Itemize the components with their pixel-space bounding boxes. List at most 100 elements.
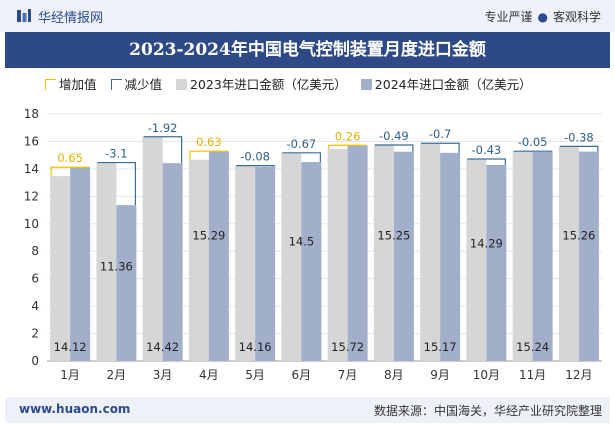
legend-label-increase: 增加值	[59, 77, 97, 92]
chart-title: 2023-2024年中国电气控制装置月度进口金额	[129, 40, 486, 60]
value-label: 15.29	[192, 228, 225, 242]
legend: 增加值 减少值 2023年进口金额（亿美元） 2024年进口金额（亿美元）	[45, 74, 542, 94]
bar-2023	[373, 145, 394, 361]
bar-2024	[255, 166, 276, 361]
y-tick-label: 0	[31, 354, 39, 368]
bar-2023	[50, 176, 71, 361]
value-label: 14.16	[239, 340, 272, 354]
legend-swatch-2024	[360, 79, 372, 90]
change-label: -0.7	[429, 127, 451, 141]
value-label: 14.5	[289, 235, 315, 249]
bar-2023	[466, 159, 487, 361]
x-tick-label: 1月	[60, 368, 80, 382]
legend-label-2024: 2024年进口金额（亿美元）	[374, 77, 532, 92]
y-tick-label: 16	[24, 134, 39, 148]
value-label: 14.12	[54, 340, 87, 354]
footer-site: www.huaon.com	[19, 402, 131, 416]
footer-bar: www.huaon.com 数据来源：中国海关，华经产业研究院整理	[5, 397, 610, 423]
value-label: 15.25	[377, 229, 410, 243]
bar-2024	[116, 205, 137, 361]
bar-2023	[327, 148, 348, 361]
legend-label-decrease: 减少值	[124, 77, 163, 92]
brand-name: 华经情报网	[38, 11, 104, 26]
legend-swatch-2023	[176, 79, 187, 90]
bar-2024	[393, 151, 414, 361]
y-tick-label: 6	[31, 272, 39, 286]
change-bracket	[97, 161, 136, 206]
value-label: 15.17	[424, 340, 457, 354]
change-label: 0.65	[57, 151, 83, 165]
bar-2023	[188, 159, 209, 361]
bar-chart: 0 2 4 6 8 10 12 14 16 18 0.65 14.12 1月 -3.1 11.36 2月 -1.…	[24, 107, 602, 382]
change-bracket	[328, 144, 367, 149]
legend-item-decrease: 减少值	[110, 74, 163, 93]
bar-2024	[440, 152, 461, 361]
legend-label-2023: 2023年进口金额（亿美元）	[190, 77, 347, 92]
value-label: 15.72	[331, 340, 364, 354]
change-label: 0.63	[196, 135, 222, 149]
tag-objective: 客观科学	[552, 10, 601, 24]
x-tick-label: 10月	[473, 368, 500, 382]
change-bracket	[559, 145, 599, 152]
y-tick-label: 4	[31, 299, 39, 313]
change-bracket	[189, 150, 228, 160]
tag-professional: 专业严谨	[484, 10, 533, 24]
y-tick-label: 8	[31, 244, 39, 258]
bar-2023	[281, 152, 302, 361]
title-bar: 2023-2024年中国电气控制装置月度进口金额	[5, 32, 610, 68]
x-tick-label: 5月	[245, 368, 265, 382]
change-bracket	[513, 150, 553, 152]
x-tick-label: 8月	[384, 368, 404, 382]
bar-2024	[208, 151, 229, 361]
bar-2024	[301, 162, 322, 361]
value-label: 15.26	[562, 229, 595, 243]
change-label: -1.92	[148, 121, 178, 135]
y-tick-label: 14	[24, 162, 39, 176]
bar-2023	[512, 151, 533, 361]
bar-2023	[235, 165, 256, 361]
footer-source: 数据来源：中国海关，华经产业研究院整理	[373, 404, 602, 418]
y-tick-label: 10	[24, 217, 39, 231]
x-tick-label: 2月	[107, 368, 127, 382]
x-tick-label: 6月	[292, 368, 312, 382]
bar-2023	[420, 143, 441, 361]
y-tick-label: 2	[31, 327, 39, 341]
change-label: -0.08	[240, 150, 270, 164]
bar-2024	[162, 163, 183, 361]
bar-2024	[532, 151, 553, 361]
value-label: 11.36	[100, 260, 133, 274]
bar-2023	[96, 162, 117, 361]
change-label: -0.05	[518, 135, 548, 149]
change-bracket	[50, 166, 90, 177]
legend-item-increase: 增加值	[45, 74, 97, 93]
bar-2024	[486, 164, 507, 361]
legend-swatch-increase	[45, 79, 56, 90]
logo-icon	[17, 9, 31, 22]
x-tick-label: 7月	[338, 368, 358, 382]
x-tick-label: 11月	[519, 368, 546, 382]
x-tick-label: 9月	[430, 368, 450, 382]
change-label: -0.38	[564, 130, 594, 144]
value-label: 14.42	[146, 340, 179, 354]
change-label: 0.26	[335, 129, 361, 143]
top-bar: 华经情报网 专业严谨 ● 客观科学	[0, 0, 615, 32]
y-tick-label: 12	[24, 189, 39, 203]
bar-2024	[70, 167, 91, 361]
change-bracket	[143, 136, 183, 164]
x-tick-label: 12月	[565, 368, 592, 382]
change-bracket	[467, 158, 506, 165]
dot-separator-icon: ●	[537, 10, 548, 24]
x-tick-label: 4月	[199, 368, 219, 382]
legend-item-2023: 2023年进口金额（亿美元）	[176, 74, 347, 93]
x-tick-label: 3月	[153, 368, 173, 382]
value-label: 15.24	[516, 340, 549, 354]
y-tick-label: 18	[24, 107, 39, 121]
bar-2023	[142, 136, 163, 361]
legend-item-2024: 2024年进口金额（亿美元）	[360, 74, 532, 93]
bar-2024	[347, 145, 368, 361]
change-bracket	[421, 142, 460, 153]
change-bracket	[374, 144, 414, 152]
change-bracket	[236, 164, 275, 167]
bar-2023	[558, 146, 579, 361]
change-label: -0.43	[471, 143, 501, 157]
